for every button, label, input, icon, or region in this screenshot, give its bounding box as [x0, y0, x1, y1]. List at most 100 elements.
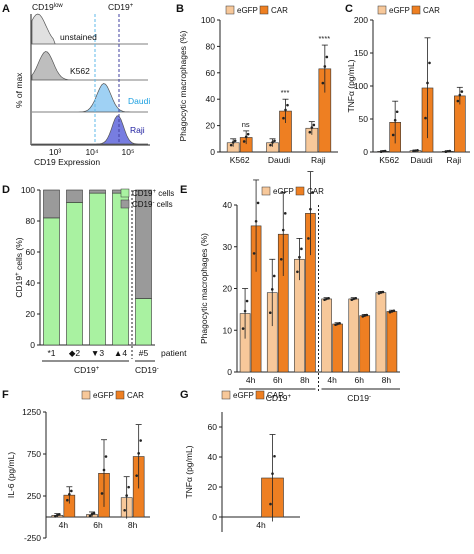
e-data-point [252, 252, 256, 255]
d-legend-label: CD19- cells [132, 200, 173, 209]
g-category-label: 4h [256, 520, 266, 530]
f-data-point [70, 489, 73, 493]
g-data-point [269, 502, 272, 506]
b-ytick-label: 20 [206, 121, 216, 131]
d-category-label: #5 [139, 348, 149, 358]
gate-label-cd19low: CD19low [32, 2, 63, 12]
f-data-point [54, 515, 57, 518]
panel-letter-b: B [176, 3, 184, 15]
e-data-point [272, 274, 276, 278]
c-data-point [391, 133, 395, 137]
d-bar-cd19-positive [135, 298, 152, 346]
panel-e-chart: 0 10 20 30 40 Phagocytic macrophages (%) 4h 6h 8… [199, 171, 400, 403]
d-ytick-label: 0 [30, 340, 35, 350]
b-data-point [286, 103, 289, 107]
e-data-point [354, 297, 358, 300]
panel-g-chart: 0 20 40 60 TNFα (pg/mL) 4h eGFP CAR [184, 390, 300, 532]
c-data-point [424, 116, 427, 120]
e-bar-egfp [321, 298, 332, 373]
e-ytick-label: 10 [223, 325, 233, 335]
e-data-point [390, 310, 394, 313]
c-data-point [444, 150, 448, 154]
c-category-label: Raji [447, 155, 462, 165]
panel-letter-a: A [2, 3, 10, 15]
series-label-k562: K562 [70, 66, 90, 76]
b-data-point [269, 143, 272, 147]
b-legend-swatch [259, 5, 269, 15]
e-bar-egfp [375, 292, 387, 373]
panel-letter-d: D [2, 184, 10, 196]
b-significance-label: *** [281, 88, 290, 97]
e-data-point [300, 247, 303, 251]
f-data-point [135, 474, 138, 477]
e-data-point [323, 298, 326, 301]
e-data-point [388, 310, 392, 314]
d-bar-cd19-negative [43, 189, 60, 219]
f-y-label: IL-6 (pg/mL) [6, 452, 16, 498]
b-data-point [231, 141, 235, 144]
b-data-point [233, 139, 237, 143]
panel-d-chart: 0 20 40 60 80 100 CD19+ cells (%) *1 ◆2 ▼3 ▲4 #5 pat… [14, 185, 187, 375]
c-data-point [379, 150, 383, 154]
d-bar-cd19-negative [89, 189, 106, 194]
e-data-point [298, 255, 301, 259]
c-ytick-label: 0 [363, 147, 368, 157]
e-data-point [245, 299, 249, 303]
e-data-point [325, 297, 328, 301]
e-data-point [352, 297, 356, 301]
e-data-point [309, 207, 312, 211]
d-ytick-label: 60 [26, 247, 36, 257]
e-data-point [270, 288, 274, 291]
histogram-k562 [31, 51, 148, 81]
histogram-unstained [31, 13, 148, 45]
f-legend-swatch [81, 390, 91, 400]
f-data-point [104, 455, 108, 458]
g-y-label: TNFα (pg/mL) [184, 445, 194, 498]
e-legend-swatch [295, 186, 305, 196]
histogram-x-label: CD19 Expression [34, 157, 100, 167]
e-bar-car [359, 315, 371, 373]
b-legend-swatch [225, 5, 235, 15]
f-data-point [92, 511, 96, 515]
f-data-point [102, 468, 106, 472]
c-legend-swatch [411, 5, 421, 15]
b-category-label: Raji [311, 155, 326, 165]
e-category-label: 8h [300, 375, 310, 385]
d-y-label: CD19+ cells (%) [14, 237, 24, 297]
e-category-label: 4h [246, 375, 256, 385]
e-category-label: 6h [355, 375, 365, 385]
b-ytick-label: 80 [206, 41, 216, 51]
b-data-point [273, 139, 276, 143]
c-data-point [412, 149, 415, 153]
e-ytick-label: 30 [223, 242, 233, 252]
c-ytick-label: 50 [359, 114, 369, 124]
panel-letter-g: G [180, 389, 189, 401]
b-legend-label: eGFP [237, 6, 258, 15]
b-ytick-label: 60 [206, 68, 216, 78]
e-data-point [279, 257, 283, 261]
b-data-point [229, 143, 233, 147]
c-ytick-label: 150 [354, 48, 368, 58]
e-data-point [243, 309, 247, 313]
f-data-point [90, 512, 94, 516]
histogram-y-label: % of max [14, 72, 24, 108]
d-ytick-label: 20 [26, 309, 36, 319]
b-significance-label: **** [318, 34, 330, 43]
e-bar-car [386, 311, 398, 373]
f-data-point [68, 493, 71, 496]
d-ytick-label: 80 [26, 216, 36, 226]
c-legend-swatch [377, 5, 387, 15]
d-legend-swatch [120, 188, 130, 198]
c-data-point [395, 110, 399, 114]
e-data-point [381, 290, 385, 294]
f-legend-label: eGFP [93, 391, 114, 400]
b-data-point [321, 81, 325, 85]
c-y-label: TNFα (pg/mL) [346, 59, 356, 112]
c-category-label: K562 [379, 155, 399, 165]
e-data-point [361, 315, 365, 318]
f-data-point [139, 439, 142, 442]
series-label-raji: Raji [130, 125, 145, 135]
e-data-point [338, 322, 341, 325]
e-category-label: 4h [327, 375, 337, 385]
c-data-point [414, 149, 417, 152]
